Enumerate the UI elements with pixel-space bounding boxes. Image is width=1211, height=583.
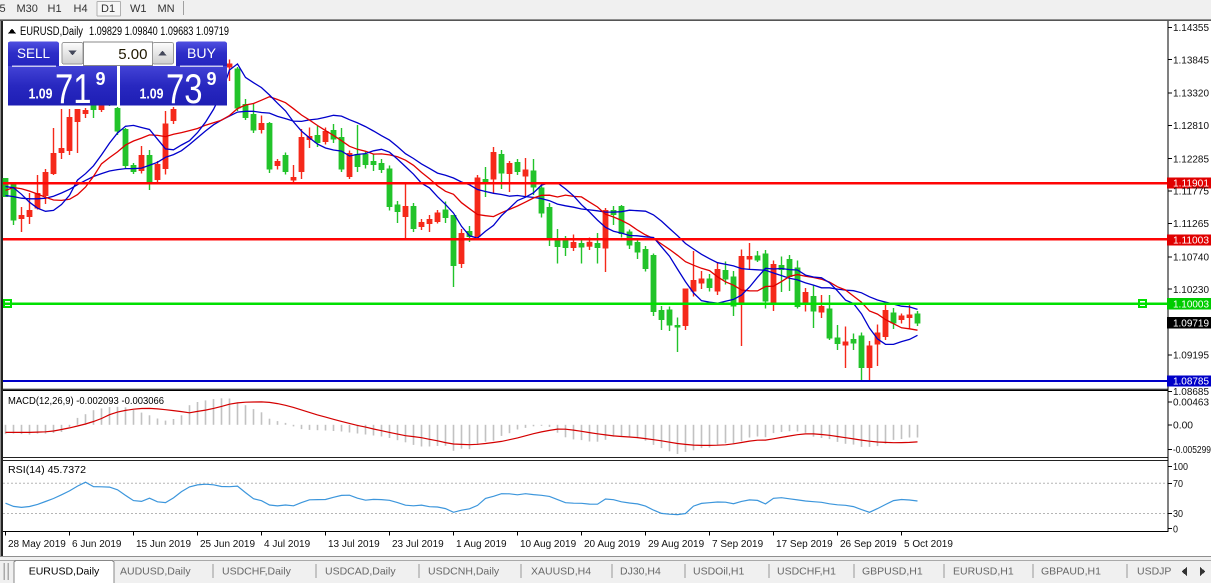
svg-text:6 Jun 2019: 6 Jun 2019 xyxy=(72,539,122,550)
svg-text:1.09: 1.09 xyxy=(140,87,164,103)
svg-text:15 Jun 2019: 15 Jun 2019 xyxy=(136,539,191,550)
svg-text:BUY: BUY xyxy=(187,46,216,61)
svg-text:1.12810: 1.12810 xyxy=(1173,121,1209,132)
svg-text:20 Aug 2019: 20 Aug 2019 xyxy=(584,539,641,550)
svg-text:1.11775: 1.11775 xyxy=(1173,187,1209,198)
svg-text:0.00: 0.00 xyxy=(1173,421,1193,432)
svg-text:EURUSD,Daily: EURUSD,Daily xyxy=(29,566,100,578)
svg-text:30: 30 xyxy=(1173,509,1183,520)
svg-text:71: 71 xyxy=(55,65,92,112)
svg-text:GBPUSD,H1: GBPUSD,H1 xyxy=(862,566,923,578)
svg-text:100: 100 xyxy=(1173,462,1188,473)
svg-text:9: 9 xyxy=(207,69,217,89)
svg-text:1.12285: 1.12285 xyxy=(1173,154,1209,165)
svg-text:1.09719: 1.09719 xyxy=(1173,317,1209,329)
svg-text:26 Sep 2019: 26 Sep 2019 xyxy=(840,539,897,550)
svg-text:28 May 2019: 28 May 2019 xyxy=(8,539,66,550)
svg-text:USDCNH,Daily: USDCNH,Daily xyxy=(428,566,500,578)
svg-text:5 Oct 2019: 5 Oct 2019 xyxy=(904,539,953,550)
svg-text:1 Aug 2019: 1 Aug 2019 xyxy=(456,539,507,550)
svg-text:SELL: SELL xyxy=(17,46,50,61)
svg-text:DJ30,H4: DJ30,H4 xyxy=(620,566,661,578)
svg-text:EURUSD,Daily: EURUSD,Daily xyxy=(20,26,83,38)
svg-text:1.11265: 1.11265 xyxy=(1173,219,1209,230)
svg-text:RSI(14) 45.7372: RSI(14) 45.7372 xyxy=(8,465,86,476)
svg-text:USDCHF,Daily: USDCHF,Daily xyxy=(222,566,292,578)
svg-text:1.09195: 1.09195 xyxy=(1173,351,1209,362)
svg-text:EURUSD,H1: EURUSD,H1 xyxy=(953,566,1014,578)
svg-text:1.11901: 1.11901 xyxy=(1173,178,1209,190)
svg-text:.5: .5 xyxy=(0,3,6,15)
svg-text:1.14355: 1.14355 xyxy=(1173,23,1209,34)
svg-text:25 Jun 2019: 25 Jun 2019 xyxy=(200,539,255,550)
svg-text:9: 9 xyxy=(96,69,106,89)
svg-text:GBPAUD,H1: GBPAUD,H1 xyxy=(1041,566,1101,578)
svg-text:7 Sep 2019: 7 Sep 2019 xyxy=(712,539,764,550)
svg-text:1.13845: 1.13845 xyxy=(1173,55,1209,66)
svg-text:0: 0 xyxy=(1173,524,1178,535)
svg-text:70: 70 xyxy=(1173,479,1183,490)
svg-text:M30: M30 xyxy=(17,3,38,15)
svg-text:4 Jul 2019: 4 Jul 2019 xyxy=(264,539,311,550)
svg-text:1.08785: 1.08785 xyxy=(1173,376,1209,388)
svg-text:USDJP: USDJP xyxy=(1137,566,1171,578)
svg-text:1.11003: 1.11003 xyxy=(1173,235,1209,247)
svg-text:13 Jul 2019: 13 Jul 2019 xyxy=(328,539,380,550)
svg-text:23 Jul 2019: 23 Jul 2019 xyxy=(392,539,444,550)
svg-text:H4: H4 xyxy=(74,3,88,15)
svg-text:1.10003: 1.10003 xyxy=(1173,298,1209,310)
svg-text:D1: D1 xyxy=(101,3,115,15)
svg-text:1.09: 1.09 xyxy=(29,87,53,103)
svg-text:XAUUSD,H4: XAUUSD,H4 xyxy=(531,566,591,578)
svg-text:MACD(12,26,9) -0.002093 -0.003: MACD(12,26,9) -0.002093 -0.003066 xyxy=(8,396,164,407)
svg-text:5.00: 5.00 xyxy=(118,46,147,63)
svg-text:73: 73 xyxy=(166,65,203,112)
svg-text:AUDUSD,Daily: AUDUSD,Daily xyxy=(120,566,191,578)
svg-text:MN: MN xyxy=(158,3,175,15)
svg-text:0.00463: 0.00463 xyxy=(1173,398,1209,409)
svg-text:1.08685: 1.08685 xyxy=(1173,387,1209,398)
svg-text:29 Aug 2019: 29 Aug 2019 xyxy=(648,539,705,550)
svg-text:USDCHF,H1: USDCHF,H1 xyxy=(777,566,836,578)
svg-text:1.13320: 1.13320 xyxy=(1173,89,1209,100)
svg-text:1.10740: 1.10740 xyxy=(1173,252,1209,263)
svg-text:10 Aug 2019: 10 Aug 2019 xyxy=(520,539,577,550)
svg-text:1.10230: 1.10230 xyxy=(1173,285,1209,296)
svg-text:17 Sep 2019: 17 Sep 2019 xyxy=(776,539,833,550)
svg-text:USDOil,H1: USDOil,H1 xyxy=(693,566,745,578)
svg-text:-0.005299: -0.005299 xyxy=(1173,445,1211,456)
svg-text:W1: W1 xyxy=(130,3,147,15)
svg-text:H1: H1 xyxy=(48,3,62,15)
svg-text:USDCAD,Daily: USDCAD,Daily xyxy=(325,566,396,578)
svg-text:1.09829 1.09840 1.09683 1.0971: 1.09829 1.09840 1.09683 1.09719 xyxy=(89,26,229,38)
